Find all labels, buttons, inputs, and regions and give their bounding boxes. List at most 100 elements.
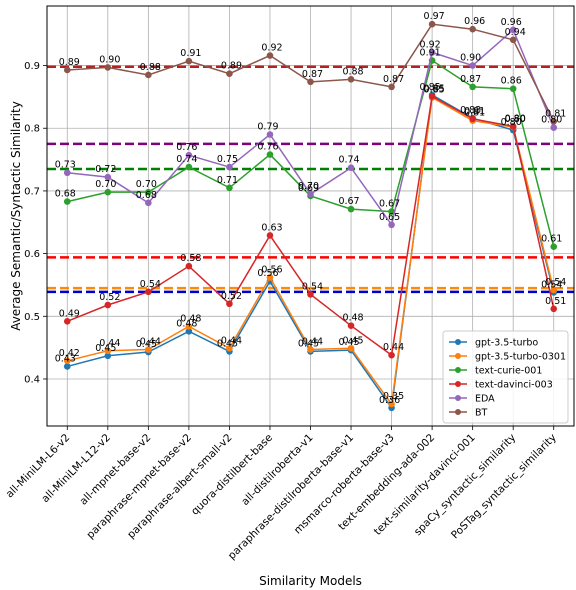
data-point (550, 286, 558, 294)
data-label: 0.67 (379, 199, 400, 210)
data-point (185, 57, 193, 65)
data-point (104, 64, 112, 71)
data-label: 0.96 (501, 17, 522, 28)
data-label: 0.63 (261, 222, 282, 233)
data-label: 0.44 (221, 335, 242, 346)
data-label: 0.56 (261, 264, 282, 275)
data-label: 0.88 (140, 62, 161, 73)
data-label: 0.83 (460, 105, 481, 116)
data-point (469, 25, 476, 33)
data-point (428, 92, 436, 100)
data-label: 0.52 (99, 292, 120, 303)
data-point (145, 71, 152, 79)
data-point (145, 188, 152, 196)
legend-label: BT (475, 408, 488, 419)
data-point (428, 20, 436, 28)
y-tick-label: 0.9 (24, 61, 40, 72)
data-label: 0.48 (342, 313, 363, 324)
y-axis-ticks: 0.4 0.5 0.6 0.7 0.8 0.9 (24, 61, 47, 385)
data-label: 0.81 (545, 108, 566, 119)
data-point (63, 66, 71, 74)
data-point (347, 76, 355, 83)
data-label: 0.70 (136, 179, 157, 190)
data-point (226, 300, 233, 308)
data-label: 0.79 (257, 122, 278, 133)
data-label: 0.49 (59, 308, 80, 319)
data-label: 0.45 (136, 339, 157, 350)
data-point (550, 124, 558, 131)
data-label: 0.45 (217, 338, 238, 349)
data-point (307, 190, 314, 198)
legend-marker (455, 381, 461, 387)
data-label: 0.72 (95, 164, 116, 175)
data-point (145, 288, 152, 296)
x-tick-label: all-distilroberta-v1 (239, 432, 315, 508)
data-label: 0.45 (338, 337, 359, 348)
legend-label: EDA (475, 394, 495, 405)
data-label: 0.76 (176, 142, 197, 153)
data-point (347, 205, 355, 213)
x-axis-ticks: all-MiniLM-L6-v2all-MiniLM-L12-v2all-mpn… (4, 426, 559, 562)
data-point (63, 357, 71, 365)
data-label: 0.42 (59, 348, 80, 359)
data-point (266, 52, 274, 59)
data-label: 0.90 (99, 54, 120, 65)
data-label: 0.44 (383, 342, 404, 353)
data-label: 0.69 (298, 183, 319, 194)
data-point (266, 274, 274, 281)
data-label: 0.71 (217, 175, 238, 186)
data-label: 0.97 (424, 11, 445, 22)
series-group (63, 20, 558, 412)
data-label: 0.44 (140, 337, 161, 348)
data-label: 0.89 (59, 57, 80, 68)
data-label: 0.88 (342, 66, 363, 77)
data-point (428, 49, 436, 56)
data-label: 0.43 (55, 353, 76, 364)
data-label: 0.96 (464, 16, 485, 27)
data-point (388, 208, 395, 215)
y-axis-label: Average Semantic/Syntactic Similarity (9, 101, 23, 331)
data-label: 0.91 (180, 48, 201, 59)
data-label: 0.70 (298, 181, 319, 192)
data-label: 0.80 (501, 117, 522, 128)
data-point (347, 344, 355, 352)
legend-box (442, 330, 569, 424)
data-label: 0.48 (180, 313, 201, 324)
data-point (509, 123, 517, 130)
data-point (266, 151, 274, 158)
legend-marker (455, 339, 461, 345)
data-label: 0.94 (505, 27, 526, 38)
y-tick-label: 0.4 (24, 374, 40, 385)
data-label: 0.51 (545, 296, 566, 307)
data-point (550, 243, 558, 251)
x-tick-label: quora-distilbert-base (189, 432, 275, 518)
data-point (469, 83, 476, 91)
data-point (307, 78, 314, 86)
data-point (509, 26, 517, 34)
data-point (347, 322, 355, 330)
data-point (63, 169, 71, 177)
legend-label: gpt-3.5-turbo-0301 (475, 352, 566, 363)
data-label: 0.45 (95, 343, 116, 354)
x-tick-label: all-MiniLM-L12-v2 (39, 432, 112, 505)
legend-label: text-curie-001 (475, 366, 542, 377)
legend-marker (455, 409, 461, 415)
data-label: 0.45 (298, 338, 319, 349)
data-point (145, 346, 152, 353)
data-label: 0.76 (257, 142, 278, 153)
data-point (388, 400, 395, 408)
data-point (388, 83, 395, 91)
data-label: 0.44 (302, 337, 323, 348)
legend: gpt-3.5-turbo gpt-3.5-turbo-0301 text-curi… (442, 330, 569, 424)
y-tick-label: 0.6 (24, 249, 40, 260)
data-label: 0.92 (420, 39, 441, 50)
data-point (226, 70, 233, 78)
data-label: 0.67 (338, 196, 359, 207)
data-point (185, 262, 193, 270)
data-label: 0.80 (541, 115, 562, 126)
data-label: 0.54 (545, 277, 566, 288)
data-point (185, 151, 193, 159)
data-label: 0.90 (460, 53, 481, 64)
data-label: 0.54 (302, 281, 323, 292)
